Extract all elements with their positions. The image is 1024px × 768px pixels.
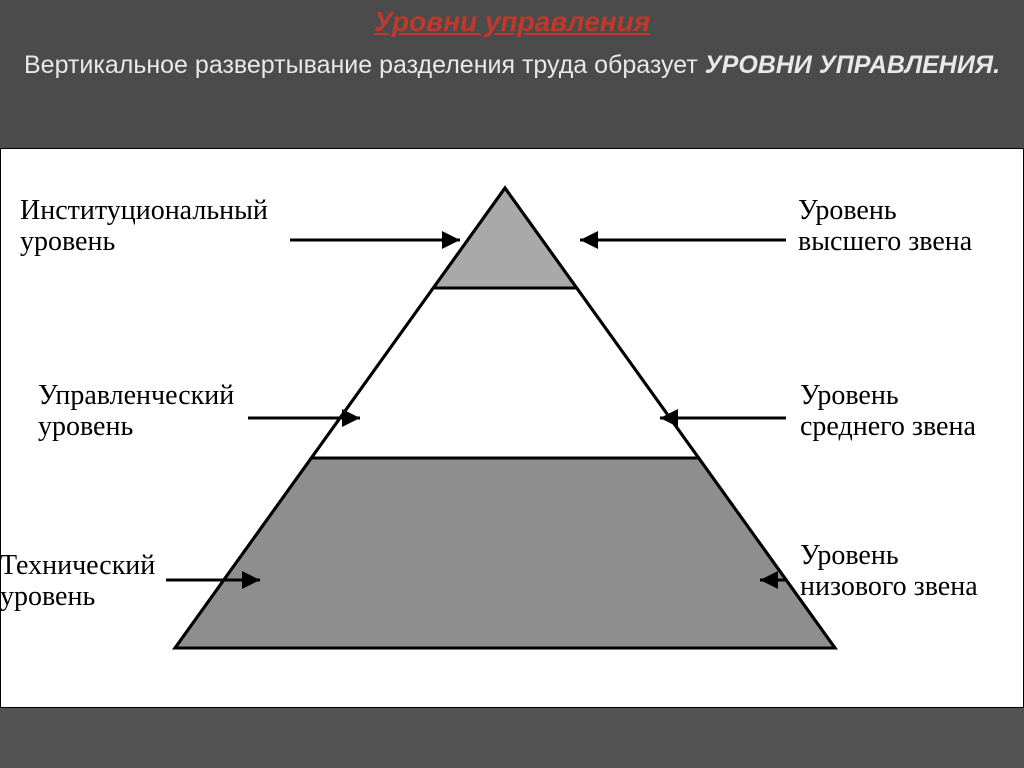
pyramid-tier-middle bbox=[311, 288, 698, 458]
slide-title: Уровни управления bbox=[0, 6, 1024, 38]
right-label-1: Уровень среднего звена bbox=[800, 380, 976, 443]
pyramid-tier-bottom bbox=[175, 458, 835, 648]
pyramid-shapes bbox=[175, 188, 835, 648]
left-label-1: Управленческий уровень bbox=[38, 380, 234, 443]
right-label-2: Уровень низового звена bbox=[800, 540, 978, 603]
pyramid-tier-top bbox=[433, 188, 576, 288]
description-caps: УРОВНИ УПРАВЛЕНИЯ. bbox=[705, 51, 1000, 79]
slide-description: Вертикальное развертывание разделения тр… bbox=[24, 50, 1004, 81]
left-label-2: Технический уровень bbox=[0, 550, 155, 613]
right-label-0: Уровень высшего звена bbox=[798, 195, 972, 258]
slide: Уровни управления Вертикальное развертыв… bbox=[0, 0, 1024, 768]
description-lead: Вертикальное развертывание разделения тр… bbox=[24, 51, 705, 79]
left-label-0: Институциональный уровень bbox=[20, 195, 268, 258]
